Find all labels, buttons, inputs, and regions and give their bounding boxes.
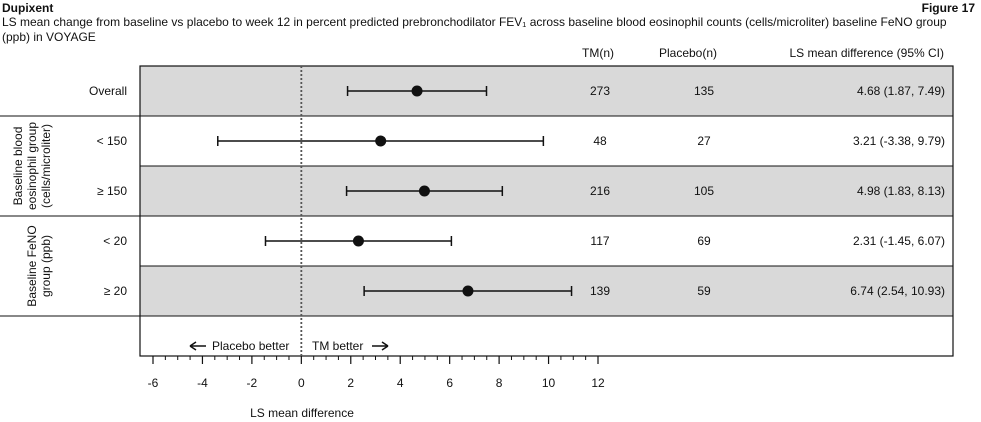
group-brackets: Baseline blood eosinophil group (cells/mic… <box>0 115 140 317</box>
tm-n-value: 139 <box>590 284 610 298</box>
row-bands <box>140 66 953 317</box>
x-axis: -6 -4 -2 0 2 4 6 8 10 12 <box>148 356 605 390</box>
row-label: < 20 <box>103 234 127 248</box>
placebo-better-label: Placebo better <box>212 339 289 353</box>
placebo-n-value: 27 <box>697 134 711 148</box>
col-header-tm: TM(n) <box>582 46 614 60</box>
x-tick-label: 0 <box>298 376 305 390</box>
row-label: ≥ 150 <box>97 184 127 198</box>
tm-n-value: 273 <box>590 84 610 98</box>
placebo-n-value: 69 <box>697 234 711 248</box>
row-label: Overall <box>89 84 127 98</box>
ls-mean-difference-value: 4.98 (1.83, 8.13) <box>857 184 945 198</box>
group-label-line: (cells/microliter) <box>39 124 53 208</box>
col-header-placebo: Placebo(n) <box>659 46 717 60</box>
chart-subtitle: LS mean change from baseline vs placebo … <box>2 15 947 44</box>
group-label-line: group (ppb) <box>39 235 53 297</box>
x-tick-label: 2 <box>347 376 354 390</box>
point-estimate <box>375 135 387 147</box>
group-label-line: eosinophil group <box>25 122 39 210</box>
tm-better-label: TM better <box>312 339 363 353</box>
ls-mean-difference-value: 3.21 (-3.38, 9.79) <box>853 134 945 148</box>
row-band-shaded <box>140 166 953 216</box>
left-arrow-icon <box>189 341 206 351</box>
placebo-n-value: 59 <box>697 284 711 298</box>
tm-n-value: 117 <box>590 234 609 248</box>
x-tick-label: 10 <box>542 376 556 390</box>
x-tick-label: -2 <box>247 376 258 390</box>
group-label-line: Baseline blood <box>11 127 25 206</box>
row-label: ≥ 20 <box>104 284 128 298</box>
tm-n-value: 48 <box>593 134 607 148</box>
x-axis-label: LS mean difference <box>250 406 354 420</box>
x-tick-label: 8 <box>496 376 503 390</box>
ls-mean-difference-value: 6.74 (2.54, 10.93) <box>850 284 945 298</box>
point-estimate <box>411 85 423 97</box>
placebo-n-value: 105 <box>694 184 714 198</box>
point-estimate <box>418 185 430 197</box>
direction-labels: Placebo better TM better <box>189 339 389 353</box>
figure-label: Figure 17 <box>921 1 975 15</box>
tm-n-value: 216 <box>590 184 610 198</box>
point-estimate <box>352 235 364 247</box>
chart-marks <box>217 85 573 297</box>
placebo-n-value: 135 <box>694 84 714 98</box>
x-tick-label: 4 <box>397 376 404 390</box>
row-band-shaded <box>140 66 953 116</box>
point-estimate <box>462 285 474 297</box>
plot-frame <box>139 65 954 357</box>
ls-mean-difference-value: 2.31 (-1.45, 6.07) <box>853 234 945 248</box>
x-tick-label: 12 <box>591 376 605 390</box>
ls-mean-difference-value: 4.68 (1.87, 7.49) <box>857 84 945 98</box>
row-label: < 150 <box>97 134 128 148</box>
x-tick-label: 6 <box>446 376 453 390</box>
x-tick-label: -4 <box>197 376 208 390</box>
group-label-line: Baseline FeNO <box>25 225 39 306</box>
brand-name: Dupixent <box>2 1 54 15</box>
right-arrow-icon <box>372 341 389 351</box>
row-labels: Overall 273 135 4.68 (1.87, 7.49) < 150 48 27 3… <box>89 84 945 298</box>
col-header-ls-mean-difference: LS mean difference (95% CI) <box>789 46 944 60</box>
x-tick-label: -6 <box>148 376 159 390</box>
